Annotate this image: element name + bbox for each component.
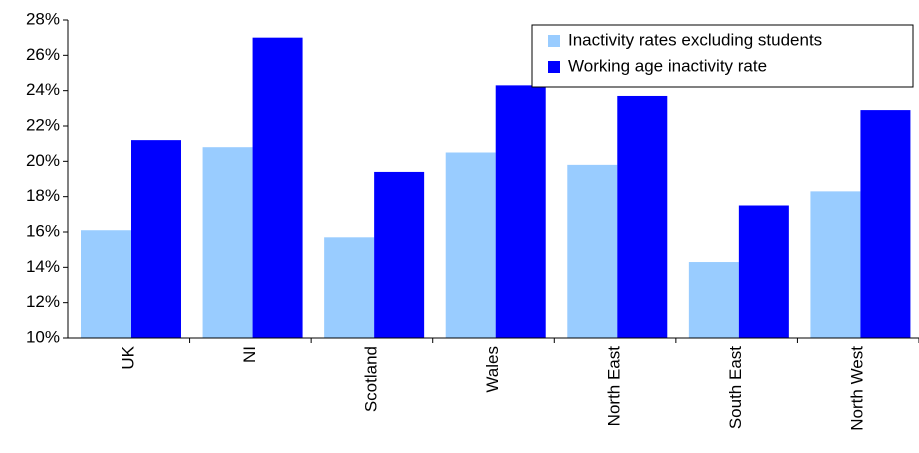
y-tick-label: 12% bbox=[26, 292, 60, 311]
legend-label: Inactivity rates excluding students bbox=[568, 30, 822, 49]
bar bbox=[81, 230, 131, 338]
bar bbox=[860, 110, 911, 338]
bar bbox=[688, 262, 739, 338]
y-tick-label: 22% bbox=[26, 115, 60, 134]
x-tick-label: Scotland bbox=[361, 346, 380, 412]
bar bbox=[252, 37, 303, 339]
x-tick-label: North West bbox=[848, 346, 867, 431]
bar bbox=[445, 152, 496, 338]
y-tick-label: 14% bbox=[26, 257, 60, 276]
y-tick-label: 28% bbox=[26, 9, 60, 28]
legend-swatch bbox=[548, 35, 560, 47]
bar bbox=[738, 205, 789, 338]
y-tick-label: 20% bbox=[26, 151, 60, 170]
y-tick-label: 24% bbox=[26, 80, 60, 99]
x-tick-label: South East bbox=[726, 346, 745, 429]
x-tick-label: North East bbox=[605, 346, 624, 427]
legend-label: Working age inactivity rate bbox=[568, 56, 767, 75]
y-tick-label: 26% bbox=[26, 45, 60, 64]
legend: Inactivity rates excluding students Worki… bbox=[531, 24, 914, 88]
bar bbox=[810, 191, 861, 338]
bar bbox=[617, 95, 668, 338]
bar bbox=[202, 147, 253, 338]
legend-swatch bbox=[548, 61, 560, 73]
y-tick-label: 18% bbox=[26, 186, 60, 205]
bar bbox=[567, 164, 618, 338]
bar bbox=[495, 85, 546, 338]
y-tick-label: 10% bbox=[26, 327, 60, 346]
x-tick-label: UK bbox=[118, 345, 137, 369]
bar bbox=[324, 237, 375, 338]
bar bbox=[131, 140, 181, 338]
x-tick-label: Wales bbox=[483, 346, 502, 393]
x-tick-label: NI bbox=[240, 346, 259, 363]
bar bbox=[374, 171, 425, 338]
y-tick-label: 16% bbox=[26, 221, 60, 240]
legend-box bbox=[531, 24, 914, 88]
